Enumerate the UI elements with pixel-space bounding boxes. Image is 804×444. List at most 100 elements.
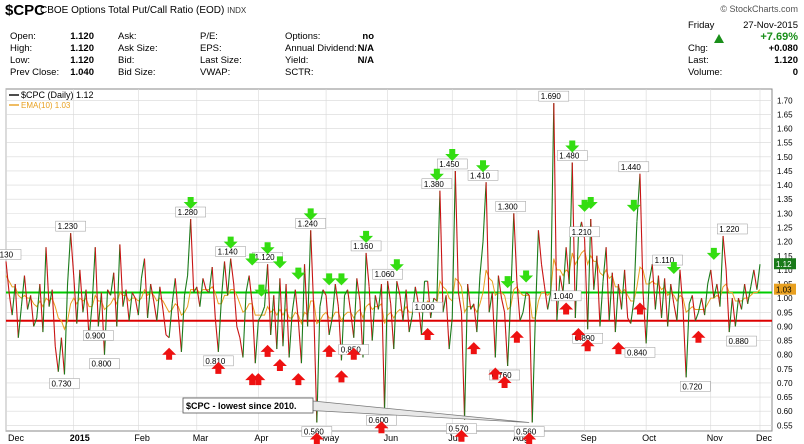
data-label: 1.220 bbox=[719, 225, 740, 234]
price-segment bbox=[467, 283, 472, 310]
price-segment bbox=[153, 300, 158, 321]
quote-label: High: bbox=[10, 43, 33, 54]
quote-label: Low: bbox=[10, 55, 31, 66]
price-segment bbox=[73, 275, 78, 324]
data-label: 0.560 bbox=[516, 428, 537, 437]
red-up-arrow-icon bbox=[466, 342, 481, 355]
price-segment bbox=[227, 258, 232, 296]
quote-value: 1.120 bbox=[774, 55, 798, 66]
price-segment bbox=[33, 317, 38, 327]
price-segment bbox=[713, 283, 718, 299]
price-segment bbox=[17, 306, 22, 338]
price-segment bbox=[396, 281, 401, 296]
red-up-arrow-icon bbox=[291, 373, 306, 386]
exchange-label: INDX bbox=[227, 6, 247, 15]
price-segment bbox=[380, 284, 386, 412]
y-tick-label: 1.70 bbox=[777, 96, 793, 105]
green-down-arrow-icon bbox=[666, 262, 681, 275]
price-segment bbox=[220, 261, 226, 299]
green-down-arrow-icon bbox=[291, 267, 306, 280]
y-tick-label: 0.65 bbox=[777, 393, 793, 402]
price-segment bbox=[457, 292, 463, 313]
y-tick-label: 1.35 bbox=[777, 195, 793, 204]
price-segment bbox=[676, 269, 681, 321]
price-segment bbox=[707, 269, 712, 285]
price-segment bbox=[39, 283, 44, 333]
price-segment bbox=[442, 295, 447, 313]
y-tick-label: 1.10 bbox=[777, 266, 793, 275]
price-segment bbox=[94, 247, 99, 327]
price-segment bbox=[230, 258, 235, 285]
price-segment bbox=[722, 235, 727, 270]
red-up-arrow-icon bbox=[611, 342, 626, 355]
data-label-box bbox=[83, 330, 114, 341]
quote-label: P/E: bbox=[200, 31, 218, 42]
green-down-arrow-icon bbox=[260, 242, 275, 255]
price-segment bbox=[725, 269, 730, 333]
price-segment bbox=[553, 103, 558, 321]
price-segment bbox=[193, 286, 198, 293]
price-segment bbox=[103, 289, 109, 355]
price-segment bbox=[248, 275, 253, 304]
price-segment bbox=[208, 267, 213, 293]
price-segment bbox=[602, 247, 607, 282]
price-segment bbox=[648, 264, 653, 282]
y-tick-label: 1.65 bbox=[777, 110, 793, 119]
price-segment bbox=[402, 289, 407, 321]
price-segment bbox=[645, 281, 650, 344]
price-segment bbox=[119, 244, 124, 307]
data-label-box bbox=[412, 301, 443, 313]
x-tick-label: Mar bbox=[193, 433, 209, 443]
green-down-arrow-icon bbox=[577, 199, 592, 212]
price-segment bbox=[448, 317, 453, 350]
price-segment bbox=[470, 303, 475, 310]
red-up-arrow-icon bbox=[251, 373, 266, 386]
price-segment bbox=[534, 230, 539, 318]
price-segment bbox=[291, 289, 296, 313]
price-segment bbox=[11, 283, 16, 316]
y-tick-label: 0.90 bbox=[777, 322, 793, 331]
data-label-box bbox=[680, 381, 711, 392]
price-segment bbox=[390, 303, 395, 350]
price-segment bbox=[353, 278, 358, 338]
quote-label: Open: bbox=[10, 31, 36, 42]
price-segment bbox=[464, 284, 469, 420]
data-label: 1.410 bbox=[470, 171, 491, 180]
red-up-arrow-icon bbox=[162, 347, 177, 360]
red-up-arrow-icon bbox=[211, 361, 226, 374]
price-segment bbox=[131, 292, 136, 299]
price-segment bbox=[377, 283, 383, 310]
green-down-arrow-icon bbox=[583, 197, 598, 210]
data-label: 0.850 bbox=[341, 346, 362, 355]
green-down-arrow-icon bbox=[706, 247, 721, 260]
price-segment bbox=[756, 264, 761, 290]
red-up-arrow-icon bbox=[632, 302, 647, 315]
y-tick-label: 1.45 bbox=[777, 167, 793, 176]
green-down-arrow-icon bbox=[445, 148, 460, 161]
y-tick-label: 1.60 bbox=[777, 125, 793, 134]
x-tick-label: Apr bbox=[254, 433, 268, 443]
data-label-box bbox=[372, 268, 403, 280]
price-segment bbox=[236, 326, 241, 338]
price-segment bbox=[750, 269, 755, 287]
red-up-arrow-icon bbox=[497, 375, 512, 388]
price-segment bbox=[544, 286, 549, 310]
price-segment bbox=[710, 269, 715, 299]
y-tick-label: 0.80 bbox=[777, 351, 793, 360]
green-down-arrow-icon bbox=[500, 276, 515, 289]
red-up-arrow-icon bbox=[374, 421, 389, 434]
quote-label: Last: bbox=[688, 55, 709, 66]
price-segment bbox=[113, 272, 118, 327]
price-segment bbox=[107, 289, 112, 296]
y-tick-label: 0.55 bbox=[777, 421, 793, 430]
price-segment bbox=[134, 298, 139, 316]
price-segment bbox=[23, 275, 29, 310]
quote-label: Prev Close: bbox=[10, 67, 60, 78]
data-label-box bbox=[717, 223, 748, 235]
red-up-arrow-icon bbox=[322, 344, 337, 357]
y-tick-label: 1.20 bbox=[777, 238, 793, 247]
price-segment bbox=[719, 235, 724, 307]
price-segment bbox=[519, 312, 524, 321]
price-segment bbox=[67, 233, 72, 285]
x-tick-label: Dec bbox=[8, 433, 25, 443]
